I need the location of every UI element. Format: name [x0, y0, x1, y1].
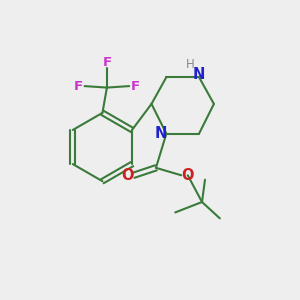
Text: F: F	[131, 80, 140, 93]
Text: F: F	[74, 80, 82, 93]
Text: F: F	[102, 56, 112, 69]
Text: O: O	[121, 168, 134, 183]
Text: N: N	[155, 126, 167, 141]
Text: N: N	[193, 67, 205, 82]
Text: H: H	[186, 58, 195, 71]
Text: O: O	[182, 168, 194, 183]
